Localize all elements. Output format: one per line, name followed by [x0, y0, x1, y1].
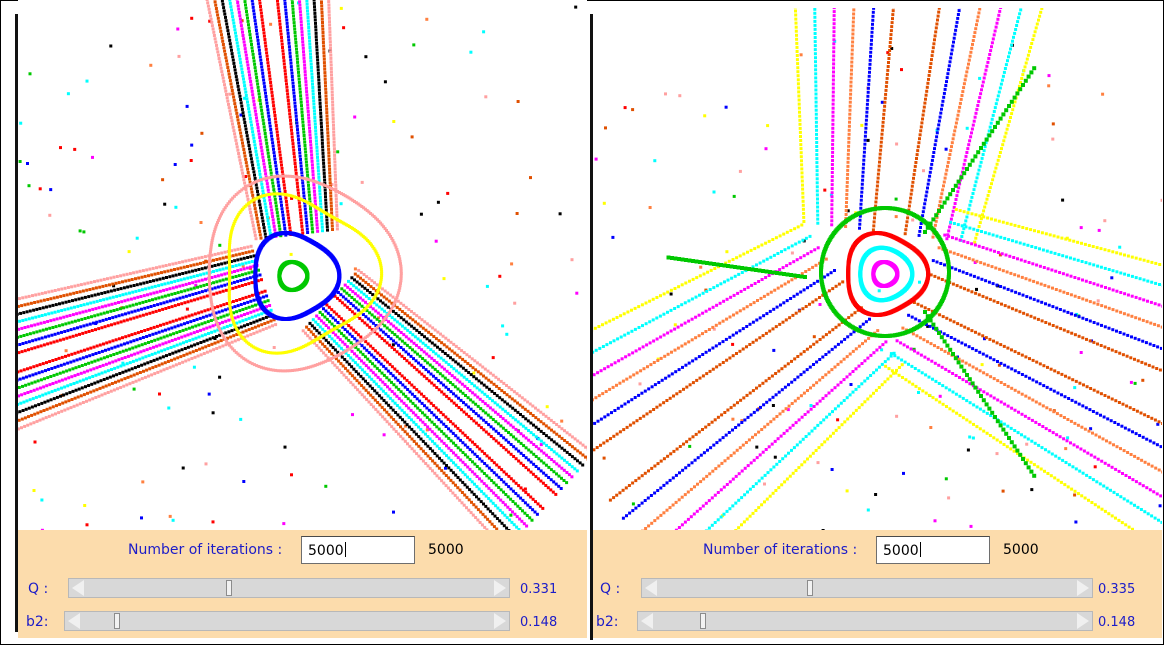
- poincare-plot-left: [18, 0, 587, 530]
- left-arrow-icon[interactable]: [645, 580, 657, 596]
- left-arrow-icon[interactable]: [72, 580, 84, 596]
- b2-value: 0.148: [520, 615, 558, 630]
- iterations-label: Number of iterations :: [703, 542, 858, 558]
- b2-label: b2:: [596, 614, 619, 630]
- iterations-value: 5000: [1003, 542, 1039, 558]
- right-panel-border: [590, 14, 593, 640]
- right-arrow-icon[interactable]: [494, 580, 506, 596]
- right-arrow-icon[interactable]: [494, 613, 506, 629]
- b2-label: b2:: [26, 614, 49, 630]
- b2-slider[interactable]: [637, 611, 1093, 631]
- b2-slider-thumb[interactable]: [699, 613, 706, 629]
- b2-slider-thumb[interactable]: [113, 613, 120, 629]
- control-panel-left: Number of iterations : 5000 5000 Q : 0.3…: [18, 530, 587, 638]
- iterations-input[interactable]: 5000: [301, 536, 415, 564]
- q-label: Q :: [28, 581, 49, 597]
- poincare-plot-right: [593, 8, 1162, 530]
- q-slider[interactable]: [641, 578, 1093, 598]
- left-panel-border: [15, 14, 18, 632]
- right-applet-panel: Number of iterations : 5000 5000 Q : 0.3…: [590, 8, 1162, 644]
- q-slider-thumb[interactable]: [807, 580, 814, 596]
- right-arrow-icon[interactable]: [1077, 613, 1089, 629]
- right-arrow-icon[interactable]: [1077, 580, 1089, 596]
- iterations-value: 5000: [428, 542, 464, 558]
- iterations-input[interactable]: 5000: [876, 536, 990, 564]
- q-slider[interactable]: [68, 578, 510, 598]
- control-panel-right: Number of iterations : 5000 5000 Q : 0.3…: [593, 530, 1162, 638]
- orbit-map-left: [18, 0, 587, 530]
- q-label: Q :: [600, 581, 621, 597]
- b2-slider[interactable]: [64, 611, 510, 631]
- q-slider-thumb[interactable]: [226, 580, 233, 596]
- q-value: 0.335: [1098, 582, 1136, 597]
- text-cursor: [344, 542, 346, 557]
- iterations-label: Number of iterations :: [128, 542, 283, 558]
- left-arrow-icon[interactable]: [641, 613, 653, 629]
- left-applet-panel: Number of iterations : 5000 5000 Q : 0.3…: [15, 0, 587, 645]
- orbit-map-right: [593, 8, 1162, 530]
- left-arrow-icon[interactable]: [68, 613, 80, 629]
- q-value: 0.331: [520, 582, 558, 597]
- text-cursor: [919, 542, 921, 557]
- b2-value: 0.148: [1098, 615, 1136, 630]
